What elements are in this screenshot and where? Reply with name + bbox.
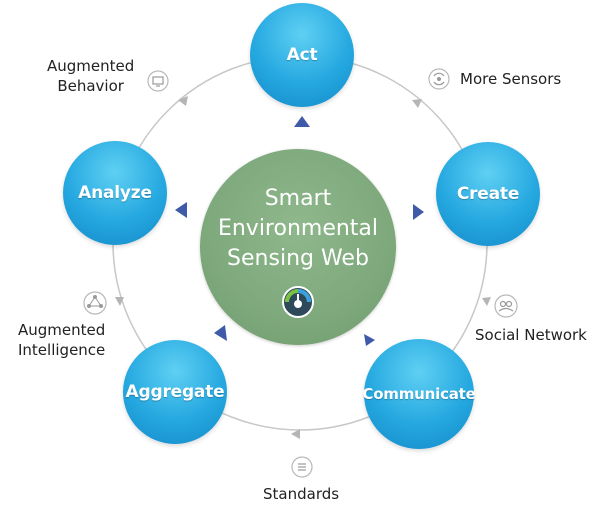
node-analyze: Analyze xyxy=(63,141,167,245)
sensor-waves-icon xyxy=(428,68,450,90)
arrow-to-act xyxy=(294,116,310,127)
center-title-line-3: Sensing Web xyxy=(227,246,369,271)
ring-arrowhead xyxy=(291,429,300,439)
center-title-line-2: Environmental xyxy=(217,216,379,241)
node-aggregate: Aggregate xyxy=(123,340,227,444)
ring-arrowhead xyxy=(115,297,124,306)
arrow-to-analyze xyxy=(175,202,187,218)
node-communicate: Communicate xyxy=(362,339,476,449)
label-social-network: Social Network xyxy=(475,326,587,344)
node-act: Act xyxy=(250,3,354,107)
center-circle: Smart Environmental Sensing Web xyxy=(200,149,396,345)
arrow-to-create xyxy=(413,204,424,220)
node-aggregate-label: Aggregate xyxy=(125,382,225,402)
network-nodes-icon xyxy=(83,291,107,315)
node-create: Create xyxy=(436,142,540,246)
social-network-icon xyxy=(494,294,518,318)
ring-arrowhead xyxy=(482,297,491,306)
monitor-icon xyxy=(147,70,169,92)
ring-arrowhead xyxy=(412,99,422,108)
label-augmented-behavior: Augmented Behavior xyxy=(47,57,135,95)
center-title-line-1: Smart xyxy=(264,186,332,211)
node-create-label: Create xyxy=(456,184,520,204)
label-standards: Standards xyxy=(263,485,340,503)
label-augmented-intelligence: Augmented Intelligence xyxy=(18,321,106,359)
standards-icon xyxy=(291,456,313,478)
ring-arrowhead xyxy=(178,96,188,106)
node-act-label: Act xyxy=(286,45,318,65)
arrow-to-communicate xyxy=(364,334,375,346)
node-communicate-label: Communicate xyxy=(362,385,476,403)
gauge-logo-icon xyxy=(282,286,314,318)
arrow-to-aggregate xyxy=(214,325,227,341)
node-analyze-label: Analyze xyxy=(78,183,152,203)
label-more-sensors: More Sensors xyxy=(460,70,562,88)
